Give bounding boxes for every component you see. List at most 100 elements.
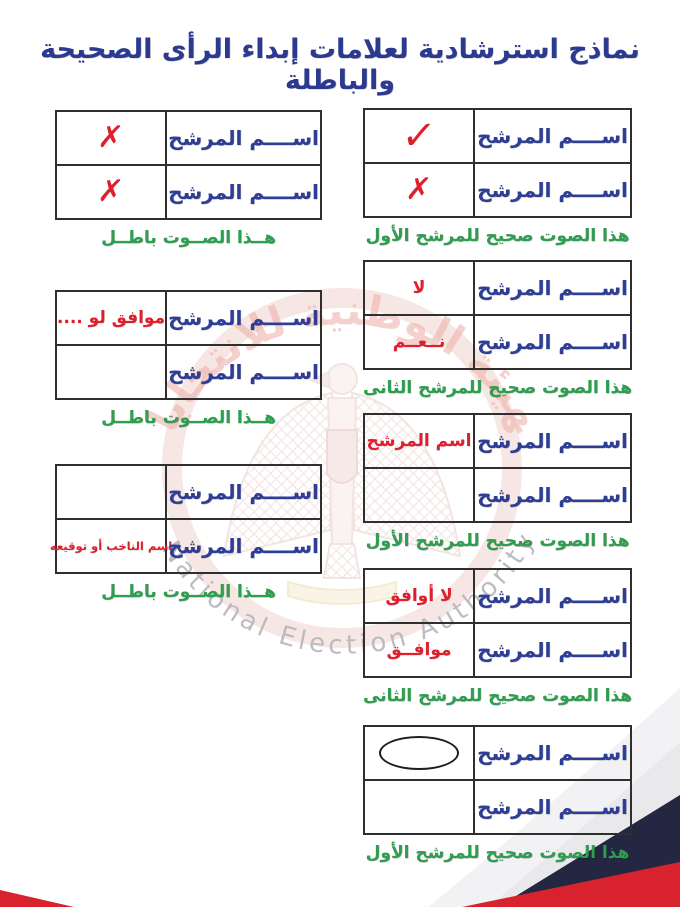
verdict-caption: هذا الصوت صحيح للمرشح الثانى — [362, 686, 632, 706]
name-cell: اســــم المرشح — [475, 469, 630, 521]
ballot-row: ✗ اســــم المرشح — [57, 164, 320, 218]
ballot-row: اســــم المرشح — [365, 467, 630, 521]
mark-cell: ✗ — [57, 166, 167, 218]
ballot-row: اســــم المرشح — [57, 466, 320, 518]
mark-cell: اسم المرشح — [365, 415, 475, 467]
eagle-shield — [326, 429, 358, 484]
name-cell: اســــم المرشح — [475, 624, 630, 676]
ballot-example: ✓ اســــم المرشح ✗ اســــم المرشح هذا الصوت… — [363, 108, 632, 246]
ballot-example: ✗ اســــم المرشح ✗ اســــم المرشح هــذا الص… — [55, 110, 322, 248]
candidate-name-label: اســــم المرشح — [168, 306, 319, 330]
eagle-tail — [322, 543, 362, 579]
candidate-name-label: اســــم المرشح — [477, 483, 628, 507]
candidate-name-label: اســــم المرشح — [477, 741, 628, 765]
name-cell: اســــم المرشح — [475, 316, 630, 368]
invalid-examples-column: ✗ اســــم المرشح ✗ اســــم المرشح هــذا الص… — [50, 0, 322, 907]
verdict-caption: هــذا الصــوت باطــل — [101, 228, 276, 248]
mark-cell — [57, 466, 167, 518]
text-mark: لا أوافق — [385, 586, 453, 606]
name-cell: اســــم المرشح — [167, 112, 320, 164]
page-title: نماذج استرشادية لعلامات إبداء الرأى الصح… — [40, 34, 640, 96]
text-mark: نــعــم — [392, 332, 446, 352]
oval-mark — [379, 736, 459, 770]
verdict-caption: هذا الصوت صحيح للمرشح الأول — [365, 226, 630, 246]
check-mark: ✓ — [399, 113, 439, 159]
ballot-table: اســــم المرشح اســــم المرشح — [363, 725, 632, 835]
eagle-head — [326, 363, 358, 395]
name-cell: اســــم المرشح — [475, 110, 630, 162]
text-mark: اسم المرشح — [366, 431, 472, 451]
mark-cell — [365, 781, 475, 833]
ballot-row: لا أوافق اســــم المرشح — [365, 570, 630, 622]
text-mark: موافــق — [386, 640, 452, 660]
ballot-table: اســــم المرشح اسم الناخب أو توقيعه اســــ… — [50, 464, 322, 574]
candidate-name-label: اســــم المرشح — [477, 429, 628, 453]
name-cell: اســــم المرشح — [167, 346, 320, 398]
text-mark: لا — [412, 278, 426, 298]
ballot-row: ✗ اســــم المرشح — [57, 112, 320, 164]
name-cell: اســــم المرشح — [475, 781, 630, 833]
ballot-row: موافــق اســــم المرشح — [365, 622, 630, 676]
ballot-table: ✗ اســــم المرشح ✗ اســــم المرشح — [55, 110, 322, 220]
mark-cell: موافق لو .... — [57, 292, 167, 344]
ballot-row: اســــم المرشح — [365, 779, 630, 833]
name-cell: اســــم المرشح — [167, 466, 320, 518]
candidate-name-label: اســــم المرشح — [477, 795, 628, 819]
mark-cell: لا — [365, 262, 475, 314]
name-cell: اســــم المرشح — [167, 166, 320, 218]
verdict-caption: هــذا الصــوت باطــل — [101, 582, 276, 602]
ballot-example: لا اســــم المرشح نــعــم اســــم المرشح هذ… — [363, 260, 632, 398]
verdict-caption: هذا الصوت صحيح للمرشح الأول — [365, 531, 630, 551]
name-cell: اســــم المرشح — [475, 262, 630, 314]
mark-cell: ✓ — [365, 110, 475, 162]
name-cell: اســــم المرشح — [475, 415, 630, 467]
ballot-example: لا أوافق اســــم المرشح موافــق اســــم الم… — [363, 568, 632, 706]
text-mark: موافق لو .... — [56, 308, 166, 328]
name-cell: اســــم المرشح — [475, 727, 630, 779]
ballot-table: لا أوافق اســــم المرشح موافــق اســــم الم… — [363, 568, 632, 678]
ballot-row: اسم المرشح اســــم المرشح — [365, 415, 630, 467]
candidate-name-label: اســــم المرشح — [477, 638, 628, 662]
eagle-body — [326, 397, 358, 545]
ballot-table: اسم المرشح اســــم المرشح اســــم المرشح — [363, 413, 632, 523]
ballot-row: لا اســــم المرشح — [365, 262, 630, 314]
verdict-caption: هــذا الصــوت باطــل — [101, 408, 276, 428]
ballot-example: اسم المرشح اســــم المرشح اســــم المرشح ه… — [363, 413, 632, 551]
verdict-caption: هذا الصوت صحيح للمرشح الأول — [365, 843, 630, 863]
mark-cell: نــعــم — [365, 316, 475, 368]
ballot-row: ✓ اســــم المرشح — [365, 110, 630, 162]
mark-cell: اسم الناخب أو توقيعه — [50, 520, 172, 572]
ballot-row: نــعــم اســــم المرشح — [365, 314, 630, 368]
mark-cell: ✗ — [57, 112, 167, 164]
name-cell: اســــم المرشح — [475, 164, 630, 216]
mark-cell: لا أوافق — [365, 570, 475, 622]
candidate-name-label: اســــم المرشح — [477, 584, 628, 608]
ballot-row: ✗ اســــم المرشح — [365, 162, 630, 216]
mark-cell — [365, 469, 475, 521]
ballot-table: موافق لو .... اســــم المرشح اســــم المرش… — [55, 290, 322, 400]
ballot-table: ✓ اســــم المرشح ✗ اســــم المرشح — [363, 108, 632, 218]
cross-mark: ✗ — [404, 172, 434, 207]
cross-mark: ✗ — [96, 120, 126, 155]
mark-cell — [57, 346, 167, 398]
ballot-table: لا اســــم المرشح نــعــم اســــم المرشح — [363, 260, 632, 370]
ballot-row: اسم الناخب أو توقيعه اســــم المرشح — [50, 518, 320, 572]
text-mark: اسم الناخب أو توقيعه — [49, 539, 173, 553]
candidate-name-label: اســــم المرشح — [168, 180, 319, 204]
mark-cell: موافــق — [365, 624, 475, 676]
ballot-example: اســــم المرشح اسم الناخب أو توقيعه اســــ… — [50, 464, 322, 602]
ballot-example: اســــم المرشح اســــم المرشح هذا الصوت ص… — [363, 725, 632, 863]
candidate-name-label: اســــم المرشح — [477, 178, 628, 202]
name-cell: اســــم المرشح — [475, 570, 630, 622]
candidate-name-label: اســــم المرشح — [477, 124, 628, 148]
cross-mark: ✗ — [96, 174, 126, 209]
candidate-name-label: اســــم المرشح — [168, 480, 319, 504]
ballot-row: موافق لو .... اســــم المرشح — [57, 292, 320, 344]
name-cell: اســــم المرشح — [167, 520, 320, 572]
candidate-name-label: اســــم المرشح — [477, 330, 628, 354]
name-cell: اســــم المرشح — [167, 292, 320, 344]
ballot-row: اســــم المرشح — [57, 344, 320, 398]
candidate-name-label: اســــم المرشح — [477, 276, 628, 300]
verdict-caption: هذا الصوت صحيح للمرشح الثانى — [362, 378, 632, 398]
candidate-name-label: اســــم المرشح — [168, 126, 319, 150]
